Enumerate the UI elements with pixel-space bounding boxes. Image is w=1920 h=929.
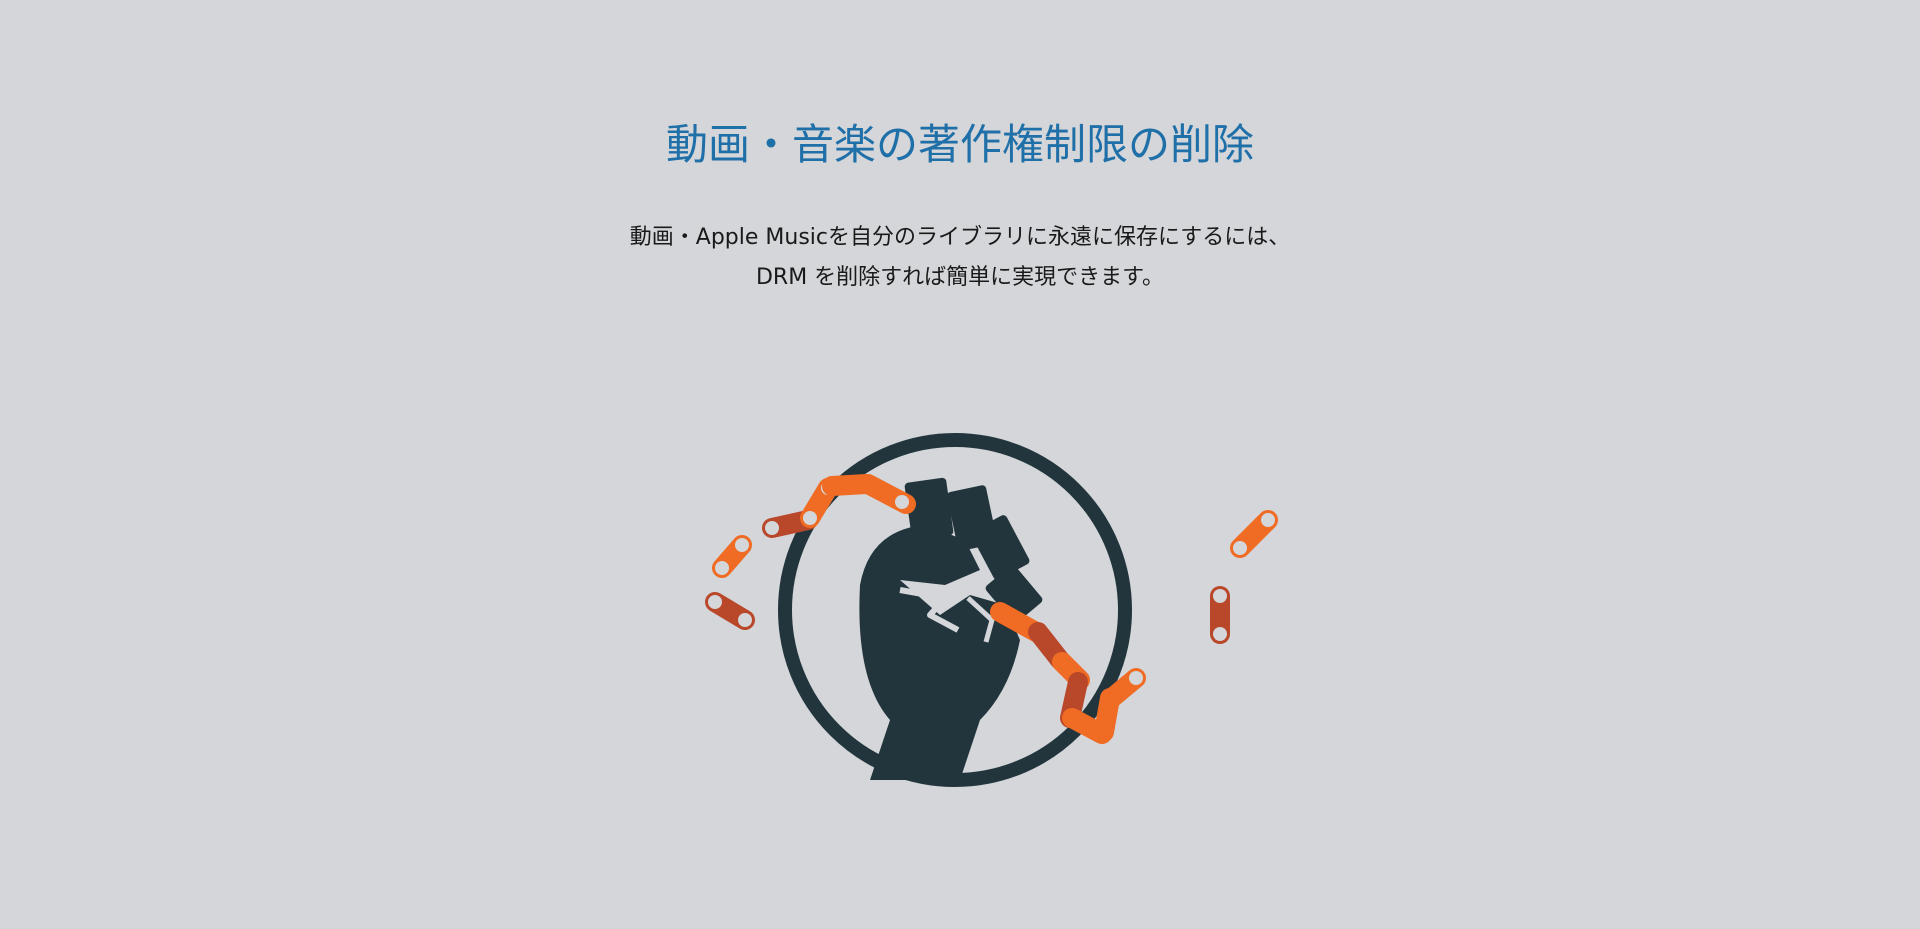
fist-shape xyxy=(859,477,1043,780)
description-line-1: 動画・Apple Musicを自分のライブラリに永遠に保存にするには、 xyxy=(629,225,1291,250)
page-description: 動画・Apple Musicを自分のライブラリに永遠に保存にするには、 DRM … xyxy=(0,218,1920,298)
description-line-2: DRM を削除すれば簡単に実現できます。 xyxy=(755,265,1164,290)
page-title: 動画・音楽の著作権制限の削除 xyxy=(665,120,1254,169)
broken-chain-fist-icon xyxy=(705,433,1278,787)
chain-links xyxy=(705,474,1278,744)
